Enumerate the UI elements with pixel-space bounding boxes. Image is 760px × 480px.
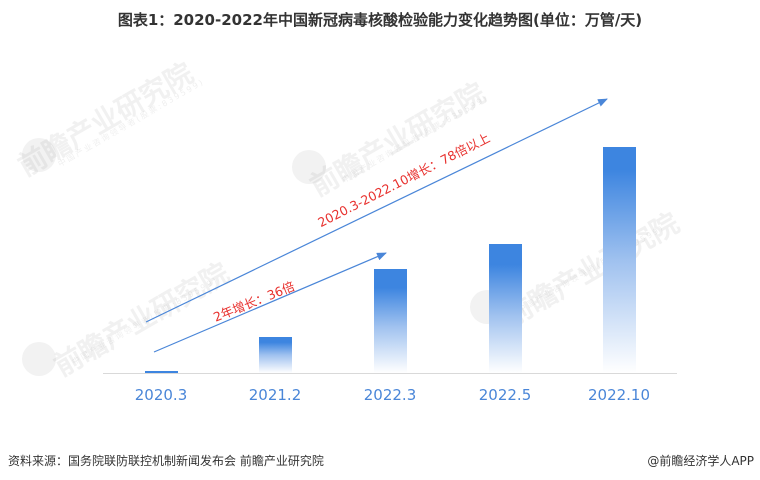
bar-2020-3 <box>145 371 178 373</box>
long-arrow <box>145 98 608 323</box>
watermark-logo-icon <box>292 150 326 184</box>
x-tick-label: 2020.3 <box>134 386 188 404</box>
x-tick-label: 2021.2 <box>248 386 302 404</box>
bar-2021-2 <box>259 337 292 373</box>
watermark-logo-icon <box>22 138 56 172</box>
bar-2022-3 <box>374 269 407 373</box>
credit-note: @前瞻经济学人APP <box>647 454 754 468</box>
x-tick-label: 2022.5 <box>478 386 532 404</box>
x-tick-label: 2022.3 <box>363 386 417 404</box>
source-note: 资料来源：国务院联防联控机制新闻发布会 前瞻产业研究院 <box>8 454 324 468</box>
short-arrow <box>153 252 387 353</box>
watermark-logo-icon <box>22 342 56 376</box>
bar-2022-10 <box>603 147 636 373</box>
bar-2022-5 <box>489 244 522 373</box>
x-axis-line <box>103 373 677 374</box>
chart-title: 图表1：2020-2022年中国新冠病毒核酸检验能力变化趋势图(单位：万管/天) <box>117 11 643 29</box>
x-tick-label: 2022.10 <box>587 386 651 404</box>
